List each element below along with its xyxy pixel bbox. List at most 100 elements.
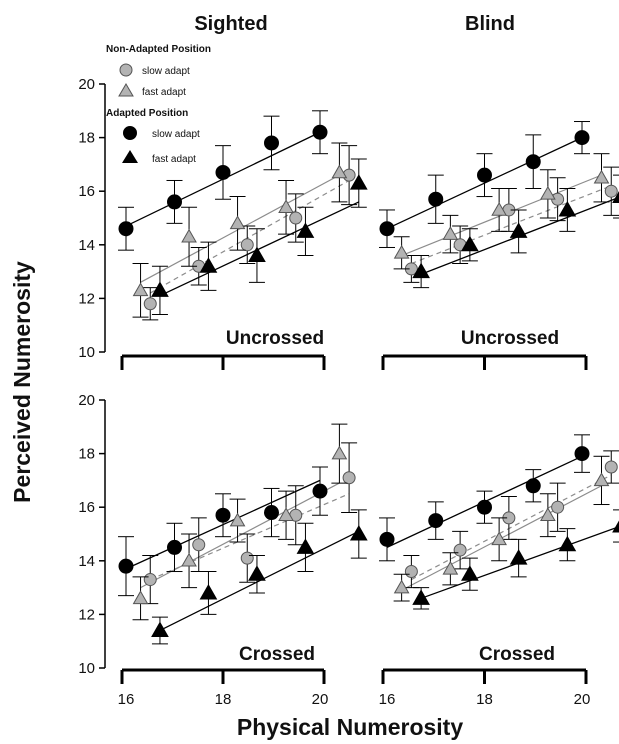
gray-triangle-point [491,531,507,546]
condition-label: Crossed [239,644,315,665]
gray-triangle-point [132,590,149,605]
panel-0: 10 12 14 16 18 20 Uncrossed [78,76,368,370]
y-tick-label: 12 [78,606,95,623]
y-tick-label: 14 [78,553,95,570]
gray-circle-point [604,184,618,198]
black-circle-point [312,483,328,499]
black-circle-point [477,167,492,183]
panel-2: 10 12 14 16 18 20 Crossed 16 18 20 [78,392,368,708]
gray-triangle-point [491,201,507,216]
fit-line [411,474,612,581]
y-tick-label: 16 [78,499,95,516]
gray-triangle-point [278,507,294,521]
y-tick-label: 12 [78,290,95,307]
black-triangle-point [412,589,430,605]
gray-circle-point [289,211,303,225]
y-axis-title: Perceived Numerosity [9,261,35,503]
legend-gray-circle-marker [119,63,133,77]
x-tick-label: 20 [312,691,329,708]
y-tick-label: 16 [78,183,95,200]
gray-circle-point [453,543,467,557]
gray-triangle-point [393,579,410,594]
black-circle-point [525,478,541,494]
x-tick-label: 18 [215,691,232,708]
black-triangle-point [461,235,479,252]
black-circle-point [264,135,279,151]
black-circle-point [477,499,492,515]
gray-triangle-point [181,228,197,243]
black-circle-point [264,505,279,521]
gray-triangle-point [393,244,410,259]
column-title-sighted: Sighted [194,13,267,35]
black-triangle-point [296,222,315,238]
black-triangle-point [199,583,218,600]
gray-circle-point [551,500,565,514]
black-triangle-point [509,222,528,238]
gray-circle-point [143,573,157,587]
gray-triangle-point [229,512,246,527]
black-triangle-point [151,621,169,637]
gray-triangle-point [229,215,246,230]
gray-circle-point [143,297,157,311]
gray-triangle-point [540,507,556,521]
black-triangle-point [558,535,577,552]
legend-label-black-slow: slow adapt [152,129,200,140]
black-triangle-point [151,281,169,297]
column-title-blind: Blind [465,13,515,35]
legend-black-circle-marker [123,126,137,140]
gray-circle-point [192,538,206,552]
panel-3: Crossed 16 18 20 [379,434,619,708]
gray-circle-point [240,238,254,252]
legend-label-gray-slow: slow adapt [142,66,190,77]
black-circle-point [118,221,134,237]
gray-triangle-point [331,164,348,179]
black-triangle-point [248,565,266,581]
black-circle-point [428,513,444,529]
legend-black-triangle-marker [122,150,138,163]
y-tick-label: 20 [78,392,95,409]
x-tick-label: 16 [379,691,396,708]
fit-line [159,201,360,297]
condition-label: Uncrossed [226,328,324,349]
fit-line [159,530,360,632]
gray-circle-point [342,471,356,485]
legend-label-gray-fast: fast adapt [142,87,186,98]
legend: Non-Adapted Position slow adapt fast ada… [106,44,211,165]
legend-gray-triangle-marker [118,83,134,97]
y-tick-label: 18 [78,446,95,463]
black-triangle-point [349,524,368,541]
black-circle-point [379,531,395,547]
panel-1: Uncrossed [379,121,619,370]
black-circle-point [118,558,134,574]
black-circle-point [167,539,182,555]
gray-triangle-point [331,445,348,460]
black-circle-point [574,446,590,462]
fit-line [140,482,340,589]
gray-circle-point [404,565,418,579]
black-circle-point [312,124,328,140]
black-triangle-point [349,174,368,190]
gray-triangle-point [181,552,197,567]
y-tick-label: 10 [78,344,95,361]
condition-label: Crossed [479,644,555,665]
black-triangle-point [412,262,430,279]
black-circle-point [574,130,590,146]
fit-line [149,179,350,294]
gray-triangle-point [442,560,459,575]
gray-triangle-point [132,282,149,297]
x-tick-label: 16 [118,691,135,708]
black-triangle-point [612,520,619,533]
black-circle-point [379,221,395,237]
black-triangle-point [248,246,266,263]
black-triangle-point [509,549,528,565]
legend-header-adapted: Adapted Position [106,108,188,119]
gray-circle-point [604,460,618,474]
condition-label: Uncrossed [461,328,559,349]
y-tick-label: 20 [78,76,95,93]
black-triangle-point [296,538,315,554]
black-circle-point [428,191,444,207]
black-triangle-point [612,191,619,204]
black-circle-point [525,154,541,170]
legend-header-non-adapted: Non-Adapted Position [106,44,211,55]
